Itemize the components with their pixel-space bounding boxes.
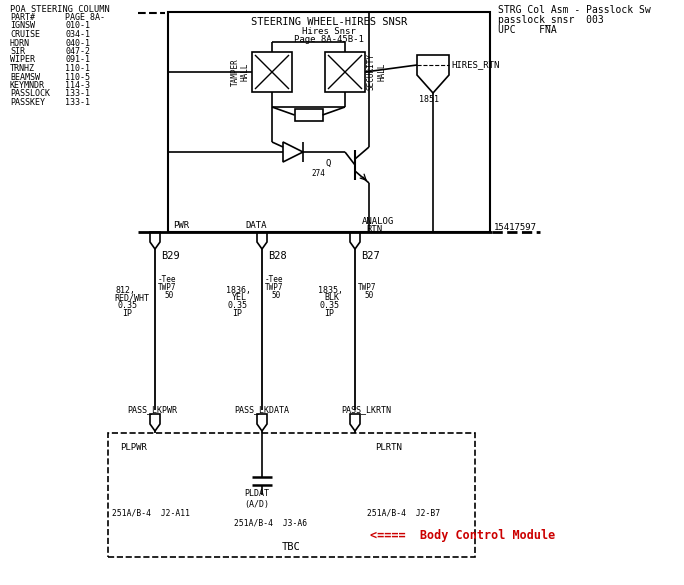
Bar	[252, 52, 292, 92]
Text: TRNHZ: TRNHZ	[10, 64, 35, 73]
Text: RTN: RTN	[366, 225, 382, 235]
Text: PASSKEY: PASSKEY	[10, 98, 45, 107]
Text: <====  Body Control Module: <==== Body Control Module	[370, 528, 555, 542]
Text: PART#: PART#	[10, 13, 35, 22]
Text: RED/WHT: RED/WHT	[114, 294, 149, 302]
Text: STEERING WHEEL-HIRES SNSR: STEERING WHEEL-HIRES SNSR	[251, 17, 407, 27]
Text: HORN: HORN	[10, 39, 30, 47]
Text: Page 8A-45B-1: Page 8A-45B-1	[294, 35, 364, 43]
Text: -Tee: -Tee	[265, 276, 283, 284]
Text: PASS_LKPWR: PASS_LKPWR	[127, 405, 177, 415]
Text: 0.35: 0.35	[228, 301, 248, 311]
Text: 251A/B-4  J2-A11: 251A/B-4 J2-A11	[112, 508, 190, 518]
Text: TWP7: TWP7	[358, 284, 376, 292]
Text: IP: IP	[122, 309, 132, 318]
Text: 110-5: 110-5	[65, 73, 90, 81]
Text: 114-3: 114-3	[65, 81, 90, 90]
Text: B29: B29	[161, 251, 180, 261]
Text: BLK: BLK	[324, 294, 339, 302]
Text: 047-2: 047-2	[65, 47, 90, 56]
Text: 034-1: 034-1	[65, 30, 90, 39]
Text: STRG Col Asm - Passlock Sw: STRG Col Asm - Passlock Sw	[498, 5, 650, 15]
Text: passlock_snsr  003: passlock_snsr 003	[498, 15, 604, 26]
Text: B28: B28	[268, 251, 287, 261]
Text: 1835,: 1835,	[318, 285, 343, 294]
Text: TAMPER
HALL: TAMPER HALL	[231, 58, 250, 86]
Text: PWR: PWR	[173, 222, 189, 230]
Text: 50: 50	[271, 291, 280, 301]
Bar	[168, 12, 490, 232]
Text: TWP7: TWP7	[265, 284, 283, 292]
Text: PASS_LKDATA: PASS_LKDATA	[234, 405, 289, 415]
Text: POA STEERING COLUMN: POA STEERING COLUMN	[10, 5, 109, 15]
Text: 251A/B-4  J3-A6: 251A/B-4 J3-A6	[234, 518, 307, 528]
Text: Q: Q	[325, 159, 330, 167]
Text: 110-1: 110-1	[65, 64, 90, 73]
Text: SECURITY
HALL: SECURITY HALL	[367, 53, 386, 91]
Text: KEYMNDR: KEYMNDR	[10, 81, 45, 90]
Text: 0.35: 0.35	[118, 301, 138, 311]
Text: PASS_LKRTN: PASS_LKRTN	[341, 405, 391, 415]
Text: 133-1: 133-1	[65, 90, 90, 98]
Text: 091-1: 091-1	[65, 56, 90, 64]
Bar	[295, 109, 322, 121]
Bar	[325, 52, 365, 92]
Text: Hires Snsr: Hires Snsr	[302, 26, 356, 36]
Text: B27: B27	[361, 251, 380, 261]
Bar	[108, 433, 475, 557]
Text: 010-1: 010-1	[65, 22, 90, 30]
Text: 50: 50	[164, 291, 173, 301]
Text: CRUISE: CRUISE	[10, 30, 40, 39]
Text: 1836,: 1836,	[226, 285, 251, 294]
Text: 040-1: 040-1	[65, 39, 90, 47]
Text: 15417597: 15417597	[494, 222, 537, 232]
Text: IP: IP	[324, 309, 334, 318]
Text: 50: 50	[364, 291, 373, 301]
Text: HIRES_RTN: HIRES_RTN	[451, 60, 499, 70]
Text: BEAMSW: BEAMSW	[10, 73, 40, 81]
Text: PLDAT
(A/D): PLDAT (A/D)	[244, 489, 269, 509]
Text: 274: 274	[311, 168, 325, 177]
Text: IP: IP	[232, 309, 242, 318]
Text: PLRTN: PLRTN	[375, 442, 402, 452]
Text: 1851: 1851	[419, 95, 439, 104]
Text: 251A/B-4  J2-B7: 251A/B-4 J2-B7	[367, 508, 440, 518]
Text: 812,: 812,	[116, 285, 136, 294]
Text: UPC    FNA: UPC FNA	[498, 25, 557, 35]
Text: PLPWR: PLPWR	[120, 442, 147, 452]
Text: SIR: SIR	[10, 47, 25, 56]
Text: WIPER: WIPER	[10, 56, 35, 64]
Text: -Tee: -Tee	[158, 276, 176, 284]
Text: PAGE 8A-: PAGE 8A-	[65, 13, 105, 22]
Text: DATA: DATA	[245, 222, 267, 230]
Text: PASSLOCK: PASSLOCK	[10, 90, 50, 98]
Text: 0.35: 0.35	[320, 301, 340, 311]
Text: IGNSW: IGNSW	[10, 22, 35, 30]
Text: TBC: TBC	[282, 542, 301, 552]
Text: YEL: YEL	[232, 294, 247, 302]
Text: TWP7: TWP7	[158, 284, 176, 292]
Text: ANALOG: ANALOG	[362, 218, 394, 226]
Text: 133-1: 133-1	[65, 98, 90, 107]
